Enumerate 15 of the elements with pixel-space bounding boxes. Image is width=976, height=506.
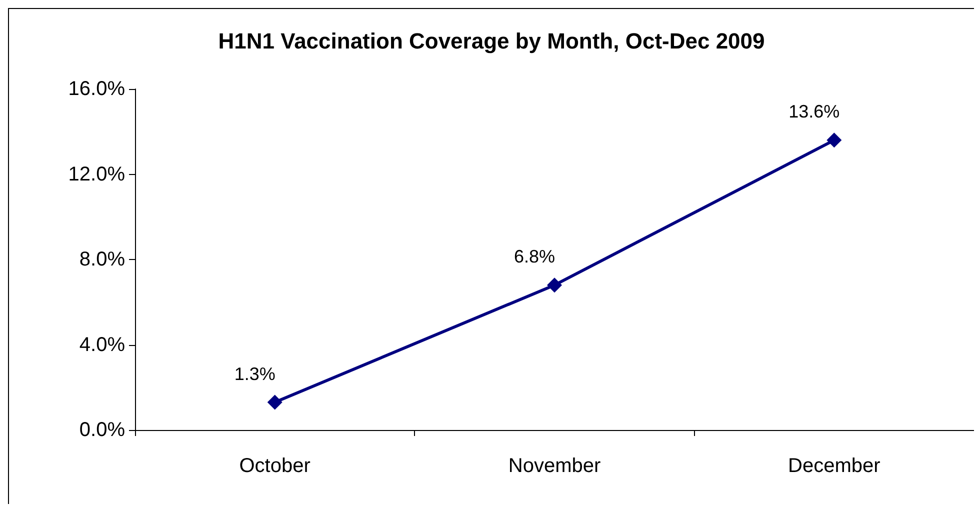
chart-title: H1N1 Vaccination Coverage by Month, Oct-Dec 2009	[218, 28, 765, 54]
y-tick-label: 4.0%	[79, 334, 126, 356]
x-tick-label: December	[788, 455, 881, 477]
point	[826, 132, 842, 148]
data-label: 1.3%	[234, 364, 276, 384]
data-label: 6.8%	[514, 246, 556, 267]
x-tick-label: November	[508, 455, 601, 477]
y-tick-label: 0.0%	[79, 419, 126, 441]
point	[547, 278, 562, 293]
y-tick-label: 8.0%	[79, 248, 126, 270]
y-tick-label: 16.0%	[68, 78, 126, 100]
x-tick-label: October	[239, 455, 311, 477]
y-tick-label: 12.0%	[68, 163, 126, 186]
point	[267, 394, 282, 410]
data-label: 13.6%	[788, 102, 840, 122]
